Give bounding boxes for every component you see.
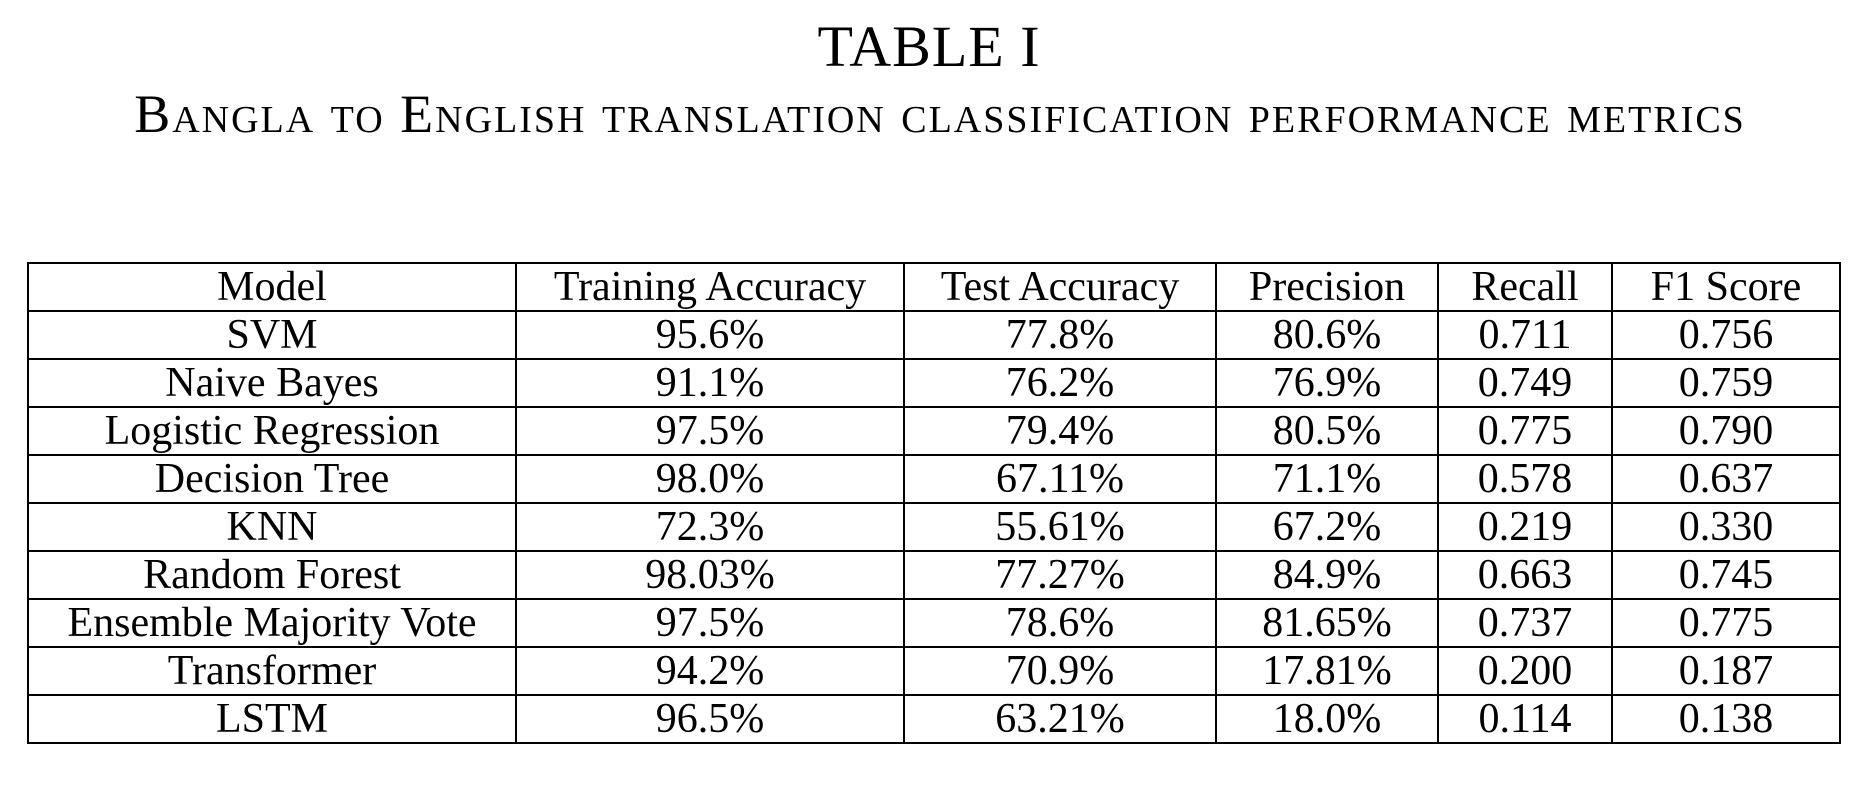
model-cell: Ensemble Majority Vote	[27, 598, 517, 648]
model-cell: Decision Tree	[27, 454, 517, 504]
f1-score-cell: 0.759	[1611, 358, 1841, 408]
model-cell: Naive Bayes	[27, 358, 517, 408]
test-accuracy-cell: 78.6%	[903, 598, 1217, 648]
precision-cell: 67.2%	[1215, 502, 1439, 552]
recall-cell: 0.749	[1437, 358, 1613, 408]
f1-score-cell: 0.138	[1611, 694, 1841, 744]
training-accuracy-cell: 94.2%	[515, 646, 905, 696]
training-accuracy-cell: 95.6%	[515, 310, 905, 360]
header-row: Model Training Accuracy Test Accuracy Pr…	[27, 262, 1841, 312]
f1-score-cell: 0.330	[1611, 502, 1841, 552]
test-accuracy-cell: 55.61%	[903, 502, 1217, 552]
f1-score-cell: 0.790	[1611, 406, 1841, 456]
test-accuracy-cell: 77.8%	[903, 310, 1217, 360]
f1-score-cell: 0.745	[1611, 550, 1841, 600]
recall-cell: 0.775	[1437, 406, 1613, 456]
model-cell: Logistic Regression	[27, 406, 517, 456]
test-accuracy-cell: 79.4%	[903, 406, 1217, 456]
table-label: TABLE I	[817, 14, 1041, 79]
table-row: Random Forest 98.03% 77.27% 84.9% 0.663 …	[27, 550, 1841, 600]
table-row: SVM 95.6% 77.8% 80.6% 0.711 0.756	[27, 310, 1841, 360]
training-accuracy-cell: 96.5%	[515, 694, 905, 744]
training-accuracy-cell: 91.1%	[515, 358, 905, 408]
table-row: KNN 72.3% 55.61% 67.2% 0.219 0.330	[27, 502, 1841, 552]
f1-score-cell: 0.637	[1611, 454, 1841, 504]
training-accuracy-cell: 97.5%	[515, 406, 905, 456]
f1-score-cell: 0.187	[1611, 646, 1841, 696]
model-cell: Random Forest	[27, 550, 517, 600]
table-row: Decision Tree 98.0% 67.11% 71.1% 0.578 0…	[27, 454, 1841, 504]
table-row: Logistic Regression 97.5% 79.4% 80.5% 0.…	[27, 406, 1841, 456]
test-accuracy-cell: 76.2%	[903, 358, 1217, 408]
precision-cell: 71.1%	[1215, 454, 1439, 504]
recall-cell: 0.219	[1437, 502, 1613, 552]
precision-cell: 76.9%	[1215, 358, 1439, 408]
recall-cell: 0.114	[1437, 694, 1613, 744]
model-cell: Transformer	[27, 646, 517, 696]
column-header-f1-score: F1 Score	[1611, 262, 1841, 312]
table-title: Bangla to English translation classifica…	[134, 84, 1746, 144]
metrics-table: Model Training Accuracy Test Accuracy Pr…	[27, 262, 1841, 744]
column-header-precision: Precision	[1215, 262, 1439, 312]
column-header-training-accuracy: Training Accuracy	[515, 262, 905, 312]
precision-cell: 84.9%	[1215, 550, 1439, 600]
recall-cell: 0.200	[1437, 646, 1613, 696]
table-row: Transformer 94.2% 70.9% 17.81% 0.200 0.1…	[27, 646, 1841, 696]
training-accuracy-cell: 72.3%	[515, 502, 905, 552]
column-header-test-accuracy: Test Accuracy	[903, 262, 1217, 312]
test-accuracy-cell: 77.27%	[903, 550, 1217, 600]
test-accuracy-cell: 67.11%	[903, 454, 1217, 504]
precision-cell: 80.5%	[1215, 406, 1439, 456]
f1-score-cell: 0.775	[1611, 598, 1841, 648]
column-header-recall: Recall	[1437, 262, 1613, 312]
table-row: Naive Bayes 91.1% 76.2% 76.9% 0.749 0.75…	[27, 358, 1841, 408]
recall-cell: 0.711	[1437, 310, 1613, 360]
precision-cell: 17.81%	[1215, 646, 1439, 696]
precision-cell: 18.0%	[1215, 694, 1439, 744]
precision-cell: 80.6%	[1215, 310, 1439, 360]
model-cell: LSTM	[27, 694, 517, 744]
f1-score-cell: 0.756	[1611, 310, 1841, 360]
column-header-model: Model	[27, 262, 517, 312]
training-accuracy-cell: 98.0%	[515, 454, 905, 504]
training-accuracy-cell: 98.03%	[515, 550, 905, 600]
recall-cell: 0.737	[1437, 598, 1613, 648]
model-cell: SVM	[27, 310, 517, 360]
training-accuracy-cell: 97.5%	[515, 598, 905, 648]
recall-cell: 0.578	[1437, 454, 1613, 504]
test-accuracy-cell: 63.21%	[903, 694, 1217, 744]
test-accuracy-cell: 70.9%	[903, 646, 1217, 696]
table-row: LSTM 96.5% 63.21% 18.0% 0.114 0.138	[27, 694, 1841, 744]
model-cell: KNN	[27, 502, 517, 552]
recall-cell: 0.663	[1437, 550, 1613, 600]
table-row: Ensemble Majority Vote 97.5% 78.6% 81.65…	[27, 598, 1841, 648]
precision-cell: 81.65%	[1215, 598, 1439, 648]
